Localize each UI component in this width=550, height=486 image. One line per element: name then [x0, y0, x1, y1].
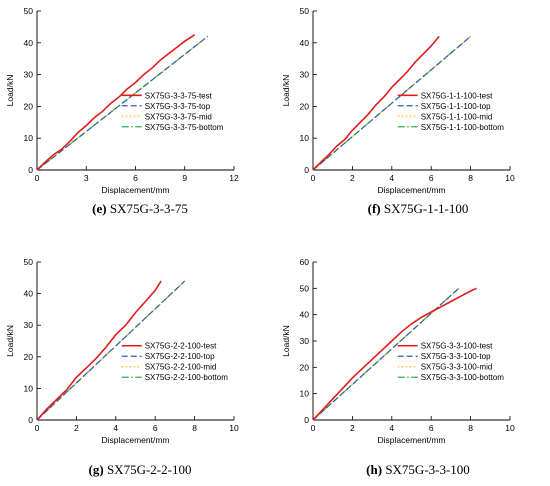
x-tick-label: 12 [229, 173, 239, 183]
series-line-SX75G-3-3-75-test [36, 34, 196, 171]
caption-text: SX75G-2-2-100 [107, 462, 192, 477]
x-axis-label: Displacement/mm [101, 185, 169, 195]
y-tick-label: 0 [28, 165, 33, 175]
x-tick-label: 2 [350, 423, 355, 433]
y-axis-label: Load/kN [281, 325, 291, 357]
legend-entry: SX75G-2-2-100-mid [145, 363, 217, 372]
chart-h: 0 2 4 6 8 10 0 10 20 30 40 50 60 Displacement/mm Load/… [281, 257, 515, 477]
x-tick-label: 4 [389, 423, 394, 433]
x-tick-label: 0 [35, 173, 40, 183]
x-tick-label: 10 [505, 173, 515, 183]
y-tick-label: 50 [24, 6, 34, 16]
y-tick-label: 20 [300, 362, 310, 372]
series-line-SX75G-3-3-75-top [36, 35, 209, 171]
x-tick-label: 2 [350, 173, 355, 183]
caption-letter: (h) [366, 462, 385, 477]
series-line-SX75G-2-2-100-test [36, 280, 162, 421]
y-tick-label: 50 [300, 6, 310, 16]
legend-entry: SX75G-3-3-100-test [421, 342, 493, 351]
y-tick-label: 20 [300, 101, 310, 111]
x-tick-label: 2 [74, 423, 79, 433]
series-line-SX75G-1-1-100-test [312, 35, 440, 171]
legend-entry: SX75G-2-2-100-test [145, 342, 217, 351]
caption-letter: (g) [89, 462, 107, 477]
series-line-SX75G-2-2-100-top [36, 280, 186, 421]
legend-entry: SX75G-3-3-75-mid [145, 112, 212, 121]
y-tick-label: 50 [300, 283, 310, 293]
x-tick-label: 4 [389, 173, 394, 183]
x-tick-label: 8 [468, 423, 473, 433]
chart-f: 0 2 4 6 8 10 0 10 20 30 40 50 Displacement/mm Load/kN… [281, 6, 515, 216]
x-tick-label: 4 [113, 423, 118, 433]
y-axis-label: Load/kN [5, 325, 15, 357]
y-axis-label: Load/kN [281, 75, 291, 107]
chart-g: 0 2 4 6 8 10 0 10 20 30 40 50 Displacement/mm Load/kN… [5, 257, 239, 477]
legend-entry: SX75G-3-3-100-bottom [421, 373, 504, 382]
y-tick-label: 30 [300, 336, 310, 346]
x-tick-label: 0 [311, 423, 316, 433]
y-tick-label: 10 [24, 133, 34, 143]
legend-entry: SX75G-3-3-75-test [145, 91, 213, 100]
legend-entry: SX75G-3-3-100-top [421, 352, 491, 361]
y-tick-label: 30 [300, 70, 310, 80]
series-line-SX75G-3-3-100-test [312, 287, 477, 421]
y-tick-label: 40 [300, 38, 310, 48]
x-tick-label: 10 [229, 423, 239, 433]
y-tick-label: 30 [24, 320, 34, 330]
y-tick-label: 10 [300, 389, 310, 399]
legend-entry: SX75G-3-3-75-bottom [145, 123, 224, 132]
y-tick-label: 50 [24, 257, 34, 267]
caption-text: SX75G-3-3-100 [385, 462, 470, 477]
y-tick-label: 10 [300, 133, 310, 143]
x-tick-label: 6 [153, 423, 158, 433]
series-line-SX75G-1-1-100-top [312, 35, 471, 171]
y-tick-label: 0 [28, 415, 33, 425]
x-tick-label: 6 [429, 423, 434, 433]
y-tick-label: 40 [24, 289, 34, 299]
caption-text: SX75G-3-3-75 [110, 201, 188, 216]
y-axis-label: Load/kN [5, 75, 15, 107]
x-axis-label: Displacement/mm [101, 435, 169, 445]
x-tick-label: 6 [429, 173, 434, 183]
legend-entry: SX75G-2-2-100-top [145, 352, 215, 361]
legend-entry: SX75G-1-1-100-bottom [421, 123, 504, 132]
x-axis-label: Displacement/mm [377, 435, 445, 445]
x-axis-label: Displacement/mm [377, 185, 445, 195]
panel-caption: (h) SX75G-3-3-100 [366, 462, 470, 477]
x-tick-label: 6 [133, 173, 138, 183]
x-tick-label: 9 [182, 173, 187, 183]
legend-entry: SX75G-1-1-100-top [421, 102, 491, 111]
panel-caption: (f) SX75G-1-1-100 [368, 201, 469, 216]
x-tick-label: 10 [505, 423, 515, 433]
caption-letter: (f) [368, 201, 384, 216]
panel-caption: (g) SX75G-2-2-100 [89, 462, 192, 477]
y-tick-label: 10 [24, 383, 34, 393]
y-tick-label: 60 [300, 257, 310, 267]
y-tick-label: 40 [300, 310, 310, 320]
caption-text: SX75G-1-1-100 [384, 201, 469, 216]
y-tick-label: 0 [304, 165, 309, 175]
y-tick-label: 20 [24, 352, 34, 362]
y-tick-label: 30 [24, 70, 34, 80]
y-tick-label: 40 [24, 38, 34, 48]
legend-entry: SX75G-3-3-75-top [145, 102, 211, 111]
legend-entry: SX75G-1-1-100-mid [421, 112, 493, 121]
legend-entry: SX75G-1-1-100-test [421, 91, 493, 100]
x-tick-label: 0 [35, 423, 40, 433]
x-tick-label: 8 [468, 173, 473, 183]
legend-entry: SX75G-2-2-100-bottom [145, 373, 228, 382]
x-tick-label: 0 [311, 173, 316, 183]
caption-letter: (e) [92, 201, 110, 216]
x-tick-label: 3 [84, 173, 89, 183]
x-tick-label: 8 [192, 423, 197, 433]
y-tick-label: 20 [24, 101, 34, 111]
chart-e: 0 3 6 9 12 0 10 20 30 40 50 Displacement/mm Load/kN S… [5, 6, 239, 216]
panel-caption: (e) SX75G-3-3-75 [92, 201, 188, 216]
y-tick-label: 0 [304, 415, 309, 425]
legend-entry: SX75G-3-3-100-mid [421, 363, 493, 372]
